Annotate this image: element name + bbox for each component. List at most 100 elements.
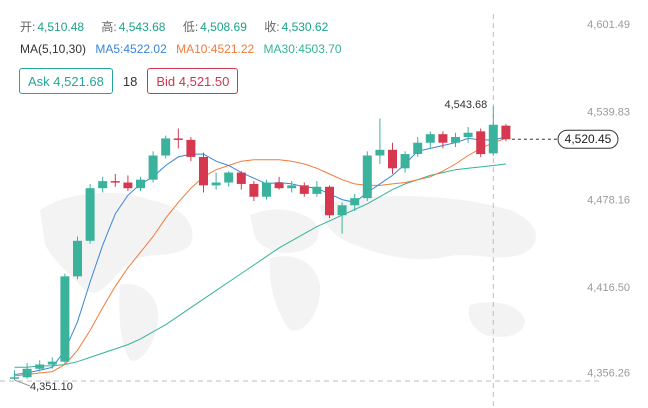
candle <box>299 182 309 197</box>
candle-body <box>463 132 473 138</box>
ohlc-summary: 开: 4,510.48 高: 4,543.68 低: 4,508.69 收: 4,530… <box>20 18 342 35</box>
ma5-polyline <box>14 136 507 375</box>
candle-body <box>110 181 120 183</box>
candle <box>312 181 322 197</box>
ma5-legend: MA5:4522.02 <box>95 42 167 56</box>
candle-body <box>22 368 32 378</box>
price-axis-label: 4,356.26 <box>587 368 630 380</box>
candle <box>249 181 259 201</box>
low-label: 低: <box>182 20 199 34</box>
low-annotation: 4,351.10 <box>30 381 73 393</box>
candle-body <box>274 182 284 189</box>
candle <box>476 128 486 157</box>
candle-body <box>362 155 372 199</box>
price-axis: 4,601.49 4,539.83 4,478.16 4,416.50 4,356.26 <box>587 19 630 380</box>
candle <box>110 173 120 187</box>
bid-button[interactable]: Bid 4,521.50 <box>147 68 239 94</box>
candle <box>413 137 423 157</box>
candle-body <box>249 183 259 197</box>
candle-body <box>148 155 158 180</box>
candle-body <box>425 134 435 143</box>
candle <box>362 151 372 201</box>
candle-body <box>299 185 309 194</box>
candle-body <box>73 240 82 277</box>
candle <box>224 171 234 187</box>
candle-body <box>501 125 511 140</box>
candle <box>123 175 133 192</box>
high-value: 4,543.68 <box>118 20 166 34</box>
price-axis-label: 4,539.83 <box>587 107 630 119</box>
candle-body <box>199 156 208 186</box>
candle <box>199 152 208 193</box>
candle-body <box>388 149 397 169</box>
current-price-pill <box>557 129 619 149</box>
candle <box>98 176 108 193</box>
candle <box>425 131 435 149</box>
current-price-label: 4,520.45 <box>565 132 612 146</box>
candle-body <box>438 134 448 143</box>
candle-body <box>85 188 95 241</box>
candle <box>274 176 284 190</box>
candles-group <box>10 106 511 380</box>
candle-body <box>400 154 410 169</box>
candle <box>287 181 297 193</box>
candle <box>60 273 70 365</box>
candle <box>173 128 183 149</box>
high-annotation: 4,543.68 <box>444 99 487 111</box>
ma-legend: MA(5,10,30) MA5:4522.02 MA10:4521.22 MA3… <box>20 42 348 56</box>
candle-body <box>224 172 234 183</box>
candle-body <box>60 276 70 362</box>
candle <box>400 151 410 173</box>
candle <box>438 131 448 149</box>
candle <box>463 127 473 143</box>
ma30-polyline <box>14 163 506 368</box>
close-value: 4,530.62 <box>281 20 329 34</box>
candle-body <box>262 182 271 197</box>
candle <box>488 106 498 156</box>
candle-body <box>236 172 246 184</box>
ma30-line <box>14 163 506 368</box>
quote-bar: Ask 4,521.68 18 Bid 4,521.50 <box>19 68 239 94</box>
crosshair-lines <box>0 14 600 408</box>
candle <box>375 118 385 165</box>
candle-body <box>476 131 486 155</box>
candle-body <box>287 185 297 189</box>
ask-button[interactable]: Ask 4,521.68 <box>19 68 113 94</box>
candle <box>35 360 45 372</box>
open-value: 4,510.48 <box>37 20 85 34</box>
candle <box>211 172 221 190</box>
ma10-line <box>14 137 507 377</box>
candle <box>47 357 57 369</box>
candle-body <box>35 364 45 369</box>
candle-body <box>173 138 183 140</box>
open-label: 开: <box>20 20 36 34</box>
candle <box>325 185 334 219</box>
candle-body <box>413 142 423 155</box>
high-label: 高: <box>101 20 117 34</box>
candle-body <box>488 124 498 154</box>
candle <box>451 132 460 147</box>
candle <box>337 202 347 234</box>
candle <box>186 137 196 162</box>
low-annotation-leader <box>14 379 31 387</box>
candle-body <box>186 139 196 157</box>
candle <box>388 142 397 174</box>
candle-body <box>161 138 171 156</box>
candle-body <box>325 186 334 216</box>
candle-body <box>47 361 57 365</box>
candle <box>501 124 511 142</box>
candle <box>10 370 19 380</box>
ma10-legend: MA10:4521.22 <box>176 42 255 56</box>
ma10-polyline <box>14 137 507 377</box>
candle <box>350 193 360 211</box>
ma30-legend: MA30:4503.70 <box>263 42 342 56</box>
candle-body <box>312 186 322 194</box>
candle <box>136 176 145 192</box>
annotations: 4,543.68 4,351.10 4,520.45 <box>14 99 619 393</box>
candle <box>22 363 32 379</box>
candle <box>236 171 246 190</box>
candle-body <box>10 377 19 379</box>
price-axis-label: 4,478.16 <box>587 194 630 206</box>
